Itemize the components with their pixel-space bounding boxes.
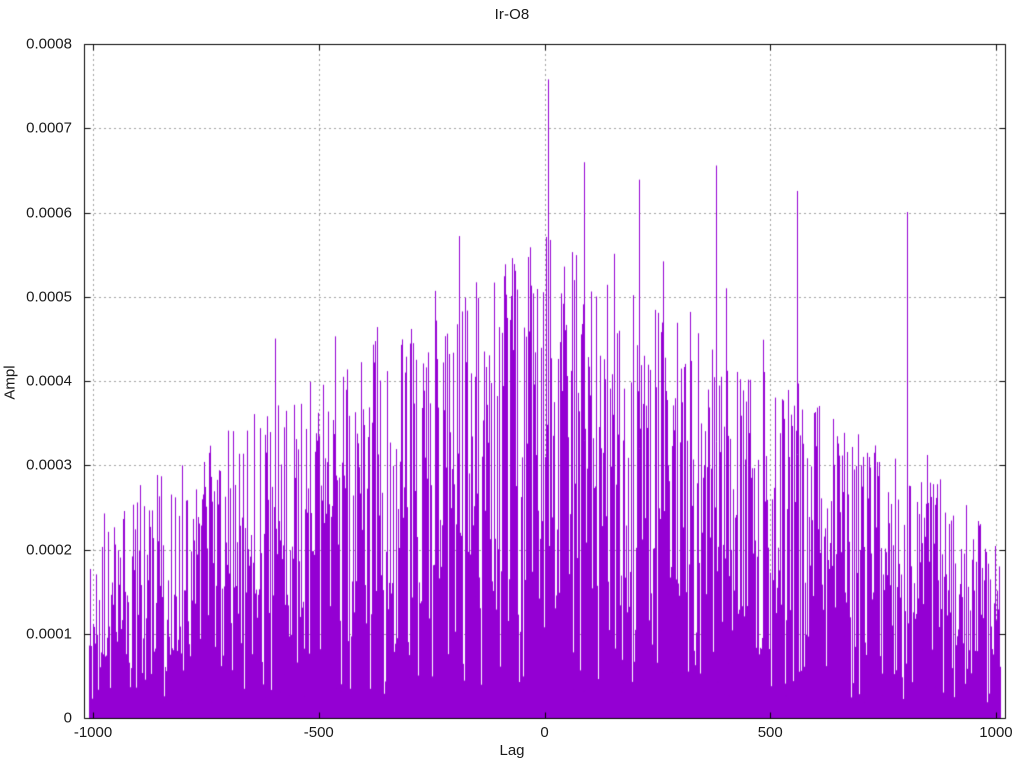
y-tick-label: 0.0001 bbox=[26, 625, 72, 643]
y-tick-label: 0.0006 bbox=[26, 204, 72, 221]
y-tick-label: 0 bbox=[63, 709, 72, 727]
y-tick-label: 0.0007 bbox=[26, 119, 72, 137]
x-tick-label: 500 bbox=[757, 724, 783, 741]
x-tick-label: -500 bbox=[303, 724, 334, 741]
y-tick-label: 0.0002 bbox=[26, 541, 72, 558]
x-tick-label: 0 bbox=[540, 724, 549, 741]
y-tick-label: 0.0004 bbox=[26, 372, 72, 390]
y-tick-label: 0.0005 bbox=[26, 288, 72, 306]
x-tick-label: 1000 bbox=[979, 724, 1013, 741]
x-axis-label: Lag bbox=[499, 742, 525, 759]
y-tick-label: 0.0008 bbox=[26, 35, 72, 53]
y-tick-label: 0.0003 bbox=[26, 456, 72, 474]
x-tick-label: -1000 bbox=[73, 724, 113, 741]
